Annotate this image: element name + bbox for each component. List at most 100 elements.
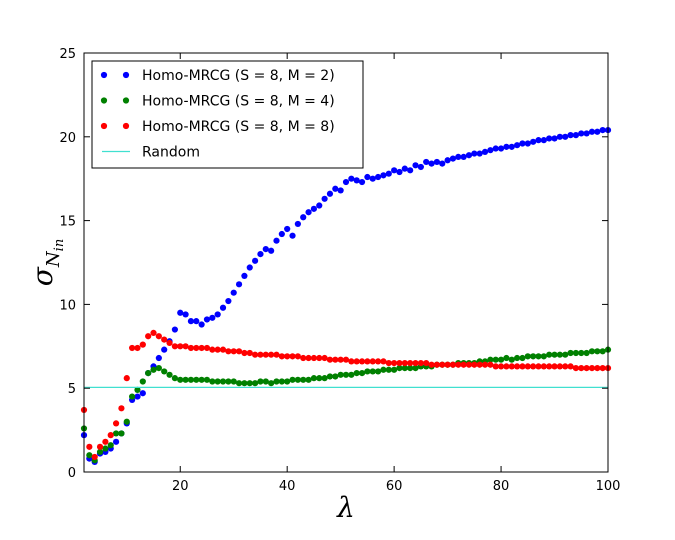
data-point-series-1 xyxy=(471,150,478,157)
data-point-series-1 xyxy=(177,309,184,316)
data-point-series-1 xyxy=(161,346,168,353)
data-point-series-3 xyxy=(129,344,136,352)
data-point-series-2 xyxy=(278,378,285,385)
data-point-series-3 xyxy=(487,361,494,368)
data-point-series-2 xyxy=(396,364,403,372)
legend-swatch-dot xyxy=(100,71,108,79)
data-point-series-2 xyxy=(374,368,382,375)
data-point-series-3 xyxy=(310,354,318,362)
data-point-series-1 xyxy=(300,214,307,221)
data-point-series-1 xyxy=(252,257,259,264)
data-point-series-3 xyxy=(294,353,301,360)
plot-frame xyxy=(83,52,609,473)
data-point-series-1 xyxy=(246,264,253,271)
legend-entry-label: Homo-MRCG (S = 8, M = 4) xyxy=(142,94,335,110)
data-point-series-1 xyxy=(214,311,221,318)
data-point-series-2 xyxy=(492,356,499,363)
data-point-series-2 xyxy=(171,375,178,382)
data-point-series-1 xyxy=(278,230,285,238)
data-point-series-1 xyxy=(182,311,189,318)
data-point-series-1 xyxy=(273,237,280,244)
data-point-series-2 xyxy=(519,354,526,362)
legend-swatch-dot xyxy=(100,122,108,130)
data-point-series-3 xyxy=(599,364,606,372)
data-point-series-3 xyxy=(444,361,451,368)
y-tick-label: 5 xyxy=(68,382,76,397)
data-point-series-1 xyxy=(556,133,563,140)
data-point-series-3 xyxy=(588,364,596,372)
data-point-series-1 xyxy=(230,289,237,296)
data-point-series-1 xyxy=(530,138,537,145)
data-point-series-1 xyxy=(503,143,510,150)
data-point-series-3 xyxy=(96,443,104,450)
data-point-series-2 xyxy=(310,375,318,382)
data-point-series-3 xyxy=(257,351,264,358)
data-point-series-1 xyxy=(551,135,558,142)
data-point-series-3 xyxy=(455,361,462,368)
data-point-series-3 xyxy=(171,343,178,350)
data-point-series-2 xyxy=(268,380,275,387)
data-point-series-2 xyxy=(594,348,601,355)
data-point-series-2 xyxy=(305,376,312,383)
data-point-series-3 xyxy=(476,361,483,368)
data-point-series-3 xyxy=(396,359,403,367)
data-point-series-3 xyxy=(407,359,414,367)
data-point-series-3 xyxy=(540,363,547,370)
data-point-series-2 xyxy=(487,356,494,363)
data-point-series-3 xyxy=(284,353,291,360)
data-point-series-2 xyxy=(321,375,328,382)
data-point-series-3 xyxy=(412,359,419,367)
data-point-series-3 xyxy=(150,329,157,336)
data-point-series-3 xyxy=(134,344,141,352)
data-point-series-3 xyxy=(262,351,269,358)
data-point-series-3 xyxy=(562,363,569,370)
data-point-series-2 xyxy=(508,356,515,363)
data-point-series-1 xyxy=(428,160,435,167)
data-point-series-2 xyxy=(524,353,531,360)
data-point-series-3 xyxy=(551,363,558,370)
y-tick-label: 20 xyxy=(59,131,76,146)
data-point-series-3 xyxy=(503,363,510,370)
data-point-series-2 xyxy=(150,366,157,373)
data-point-series-2 xyxy=(562,351,569,358)
data-point-series-2 xyxy=(262,378,269,385)
data-point-series-2 xyxy=(540,353,547,360)
data-point-series-2 xyxy=(139,378,146,385)
data-point-series-1 xyxy=(508,143,515,150)
data-point-series-3 xyxy=(305,354,312,362)
data-point-series-2 xyxy=(273,378,280,385)
data-point-series-2 xyxy=(112,430,120,437)
data-point-series-2 xyxy=(412,364,419,372)
data-point-series-1 xyxy=(578,130,585,137)
data-point-series-2 xyxy=(123,418,130,425)
data-point-series-2 xyxy=(497,356,505,363)
data-point-series-1 xyxy=(198,321,205,328)
data-point-series-3 xyxy=(385,359,392,367)
data-point-series-1 xyxy=(385,170,392,177)
data-point-series-2 xyxy=(96,448,104,455)
data-point-series-3 xyxy=(177,343,184,350)
data-point-series-1 xyxy=(326,190,334,197)
data-point-series-3 xyxy=(182,343,189,350)
data-point-series-3 xyxy=(102,438,109,445)
data-point-series-3 xyxy=(161,336,168,343)
data-point-series-2 xyxy=(353,370,360,377)
legend-entry-label: Random xyxy=(142,145,200,161)
data-point-series-3 xyxy=(433,361,440,368)
data-point-series-2 xyxy=(401,364,408,372)
data-point-series-3 xyxy=(337,356,344,363)
data-point-series-1 xyxy=(155,354,162,362)
axis-ticks: 20 40 60 80 100 0 5 10 15 20 25 xyxy=(59,47,620,494)
data-point-series-2 xyxy=(246,380,253,387)
x-tick-label: 20 xyxy=(172,479,189,494)
data-point-series-1 xyxy=(540,137,547,144)
data-point-series-1 xyxy=(487,147,494,154)
data-point-series-2 xyxy=(567,349,574,357)
legend-swatch-dot xyxy=(122,71,130,79)
data-point-series-2 xyxy=(289,376,296,383)
data-point-series-3 xyxy=(332,356,339,363)
data-point-series-1 xyxy=(358,178,366,186)
data-point-series-2 xyxy=(385,366,392,373)
data-point-series-3 xyxy=(556,363,563,370)
data-point-series-1 xyxy=(546,135,553,142)
